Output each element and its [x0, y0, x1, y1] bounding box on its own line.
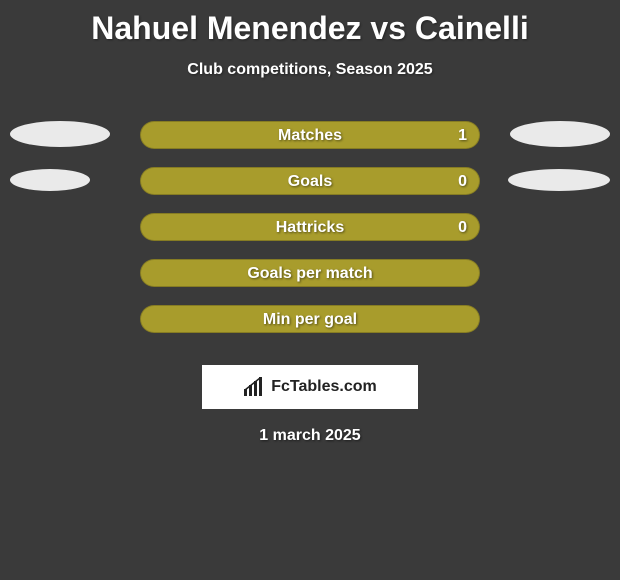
- bar-mpg: Min per goal: [140, 305, 480, 333]
- bar-gpm: Goals per match: [140, 259, 480, 287]
- logo-text: FcTables.com: [271, 378, 377, 396]
- bar-value-matches: 1: [458, 122, 467, 150]
- subtitle: Club competitions, Season 2025: [0, 61, 620, 79]
- avatar-right-goals: [508, 169, 610, 191]
- bar-label-hattricks: Hattricks: [141, 214, 479, 242]
- row-matches: Matches 1: [0, 121, 620, 167]
- bar-hattricks: Hattricks 0: [140, 213, 480, 241]
- row-goals: Goals 0: [0, 167, 620, 213]
- bar-value-hattricks: 0: [458, 214, 467, 242]
- bar-label-gpm: Goals per match: [141, 260, 479, 288]
- avatar-left-goals: [10, 169, 90, 191]
- bar-label-matches: Matches: [141, 122, 479, 150]
- row-hattricks: Hattricks 0: [0, 213, 620, 259]
- page-title: Nahuel Menendez vs Cainelli: [0, 0, 620, 47]
- chart-icon: [243, 377, 265, 397]
- row-gpm: Goals per match: [0, 259, 620, 305]
- stats-rows: Matches 1 Goals 0 Hattricks 0 Goals per …: [0, 121, 620, 351]
- bar-label-goals: Goals: [141, 168, 479, 196]
- avatar-left-matches: [10, 121, 110, 147]
- avatar-right-matches: [510, 121, 610, 147]
- bar-value-goals: 0: [458, 168, 467, 196]
- bar-goals: Goals 0: [140, 167, 480, 195]
- logo-box: FcTables.com: [202, 365, 418, 409]
- bar-label-mpg: Min per goal: [141, 306, 479, 334]
- row-mpg: Min per goal: [0, 305, 620, 351]
- date-label: 1 march 2025: [0, 427, 620, 445]
- bar-matches: Matches 1: [140, 121, 480, 149]
